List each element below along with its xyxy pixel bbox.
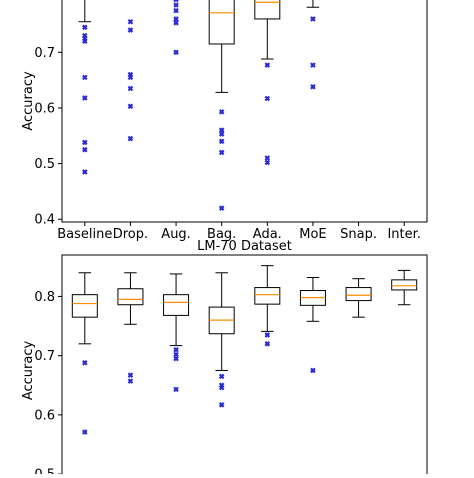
outlier-point bbox=[310, 367, 316, 374]
outlier-point bbox=[82, 169, 88, 175]
outlier-point bbox=[82, 38, 88, 44]
box-moe bbox=[299, 277, 326, 374]
outlier-point bbox=[218, 402, 225, 408]
outlier-point bbox=[218, 205, 225, 211]
box-drop bbox=[117, 272, 144, 384]
iqr-box bbox=[254, 0, 281, 20]
outlier-point bbox=[173, 2, 179, 8]
outlier-point bbox=[127, 372, 134, 378]
box-inter bbox=[391, 269, 418, 306]
y-tick-label: 0.4 bbox=[34, 213, 55, 228]
y-tick-label: 0.7 bbox=[34, 349, 55, 364]
x-tick-label: Aug. bbox=[161, 227, 191, 242]
outlier-point bbox=[264, 155, 271, 161]
iqr-box bbox=[117, 288, 144, 306]
box-drop bbox=[127, 18, 134, 142]
y-tick-label: 0.7 bbox=[34, 46, 55, 61]
outlier-point bbox=[127, 135, 134, 142]
box-baseline bbox=[78, 0, 92, 175]
y-axis-label: Accuracy bbox=[21, 341, 36, 401]
outlier-point bbox=[127, 85, 134, 92]
iqr-box bbox=[254, 287, 281, 305]
x-tick-label: Snap. bbox=[340, 227, 377, 242]
outlier-point bbox=[218, 373, 225, 380]
y-tick-label: 0.6 bbox=[34, 408, 55, 423]
outlier-point bbox=[82, 139, 88, 146]
outlier-point bbox=[218, 131, 225, 137]
outlier-point bbox=[82, 74, 88, 81]
outlier-point bbox=[173, 386, 179, 393]
outlier-point bbox=[264, 341, 271, 347]
outlier-point bbox=[82, 429, 88, 435]
top-boxplot-panel: 0.4 0.5 0.6 0.7 Accuracy Baseline Drop. Aug. Bag… bbox=[21, 0, 428, 242]
y-axis-label: Accuracy bbox=[21, 71, 36, 131]
y-tick-label: 0.5 bbox=[34, 468, 55, 474]
box-snap bbox=[345, 278, 372, 318]
outlier-point bbox=[173, 49, 179, 56]
outlier-point bbox=[82, 24, 88, 31]
outlier-point bbox=[82, 359, 88, 366]
outlier-point bbox=[127, 103, 134, 110]
outlier-point bbox=[82, 95, 88, 101]
iqr-box bbox=[208, 0, 235, 45]
axes-frame bbox=[61, 0, 428, 223]
outlier-point bbox=[264, 62, 271, 68]
iqr-box bbox=[345, 287, 372, 302]
outlier-point bbox=[218, 384, 225, 391]
outlier-point bbox=[173, 7, 179, 14]
box-ada bbox=[254, 265, 281, 347]
y-tick-label: 0.6 bbox=[34, 101, 55, 116]
outlier-point bbox=[218, 138, 225, 145]
outlier-point bbox=[127, 378, 134, 384]
y-tick-label: 0.8 bbox=[34, 290, 55, 305]
outlier-point bbox=[127, 27, 134, 33]
outlier-point bbox=[264, 95, 271, 102]
outlier-point bbox=[173, 351, 179, 358]
bottom-boxplot-panel: 0.5 0.6 0.7 0.8 Accuracy LM-70 Dataset bbox=[21, 239, 428, 478]
outlier-point bbox=[310, 62, 316, 68]
box-baseline bbox=[71, 272, 98, 435]
x-tick-label: Ada. bbox=[253, 227, 282, 242]
box-aug bbox=[173, 0, 179, 56]
box-bag bbox=[208, 272, 235, 408]
outlier-point bbox=[264, 332, 271, 338]
outlier-point bbox=[310, 16, 316, 22]
axes-frame bbox=[61, 254, 428, 478]
outlier-point bbox=[127, 74, 134, 81]
outlier-point bbox=[218, 149, 225, 156]
outlier-point bbox=[173, 20, 179, 26]
outlier-point bbox=[173, 355, 179, 362]
box-moe bbox=[306, 0, 320, 90]
iqr-box bbox=[163, 294, 190, 316]
outlier-point bbox=[310, 84, 316, 90]
x-tick-label: MoE bbox=[299, 227, 326, 242]
outlier-point bbox=[218, 109, 225, 115]
iqr-box bbox=[391, 279, 418, 291]
box-bag bbox=[208, 0, 235, 211]
y-tick-label: 0.5 bbox=[34, 157, 55, 172]
outlier-point bbox=[264, 159, 271, 166]
x-tick-label: Bag. bbox=[207, 227, 236, 242]
outlier-point bbox=[82, 146, 88, 153]
iqr-box bbox=[71, 294, 98, 318]
x-tick-label: Inter. bbox=[387, 227, 420, 242]
x-tick-label: Drop. bbox=[113, 227, 148, 242]
box-ada bbox=[254, 0, 281, 166]
panel-title: LM-70 Dataset bbox=[197, 239, 292, 254]
x-tick-label: Baseline bbox=[57, 227, 112, 242]
box-aug bbox=[163, 273, 190, 393]
outlier-point bbox=[173, 346, 179, 353]
outlier-point bbox=[127, 18, 134, 25]
outlier-point bbox=[173, 0, 179, 3]
